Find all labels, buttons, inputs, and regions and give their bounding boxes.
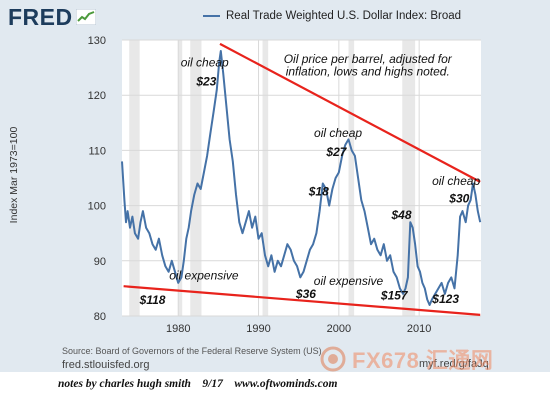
site-text[interactable]: fred.stlouisfed.org: [62, 359, 150, 371]
recession-band: [129, 40, 140, 316]
annotation-oil-expensive-2: oil expensive: [314, 274, 384, 288]
chart-legend: Real Trade Weighted U.S. Dollar Index: B…: [203, 10, 461, 22]
annotation-oil-cheap-1: oil cheap: [181, 55, 229, 69]
x-tick-label: 2010: [407, 323, 431, 335]
plot-area: 80 90 100 110 120 130 1980 1990 2000 2010 Oil pric…: [88, 35, 482, 335]
trendline-lower: [123, 285, 481, 316]
annotation-price-23: $23: [195, 74, 216, 88]
fred-spark-icon: [75, 9, 96, 25]
watermark-text: FX678 汇通网: [352, 348, 494, 373]
annotation-note: Oil price per barrel, adjusted for: [284, 52, 453, 66]
footer-notes: notes by charles hugh smith 9/17 www.oft…: [58, 378, 338, 390]
y-tick-label: 130: [88, 35, 106, 47]
annotation-price-48: $48: [390, 208, 411, 222]
annotation-oil-cheap-2: oil cheap: [314, 126, 362, 140]
recession-band: [402, 40, 416, 316]
annotation-price-18: $18: [308, 185, 329, 199]
trendline-upper: [219, 42, 481, 183]
legend-swatch: [203, 15, 220, 17]
y-tick-label: 100: [88, 201, 106, 213]
legend-label: Real Trade Weighted U.S. Dollar Index: B…: [226, 10, 462, 22]
x-tick-label: 2000: [327, 323, 351, 335]
recession-band: [262, 40, 269, 316]
annotation-note2: inflation, lows and highs noted.: [286, 64, 450, 78]
y-tick-label: 80: [94, 311, 106, 323]
annotation-price-30: $30: [448, 191, 469, 205]
annotation-oil-cheap-3: oil cheap: [432, 174, 480, 188]
source-text: Source: Board of Governors of the Federa…: [62, 346, 322, 356]
watermark: FX678 汇通网: [320, 343, 493, 375]
recession-band: [190, 40, 202, 316]
recession-band: [348, 40, 355, 316]
y-tick-label: 120: [88, 90, 106, 102]
short-url[interactable]: myf.red/g/faJq: [419, 358, 489, 370]
y-tick-label: 90: [94, 256, 106, 268]
x-tick-label: 1980: [166, 323, 190, 335]
annotation-price-157: $157: [380, 288, 409, 302]
fred-logo-text: FRED: [8, 3, 73, 30]
annotation-price-123: $123: [431, 292, 459, 306]
fred-logo[interactable]: FRED: [8, 4, 96, 30]
annotation-price-27: $27: [325, 145, 347, 159]
y-tick-label: 110: [88, 145, 106, 157]
annotation-oil-expensive-1: oil expensive: [169, 269, 239, 283]
x-tick-label: 1990: [246, 323, 270, 335]
watermark-logo-icon: [320, 346, 346, 372]
annotation-price-36: $36: [295, 287, 316, 301]
recession-band: [178, 40, 183, 316]
annotation-price-118: $118: [139, 293, 166, 307]
series-line: [121, 50, 482, 306]
